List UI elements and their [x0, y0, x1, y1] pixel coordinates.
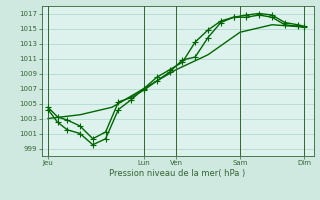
X-axis label: Pression niveau de la mer( hPa ): Pression niveau de la mer( hPa ): [109, 169, 246, 178]
